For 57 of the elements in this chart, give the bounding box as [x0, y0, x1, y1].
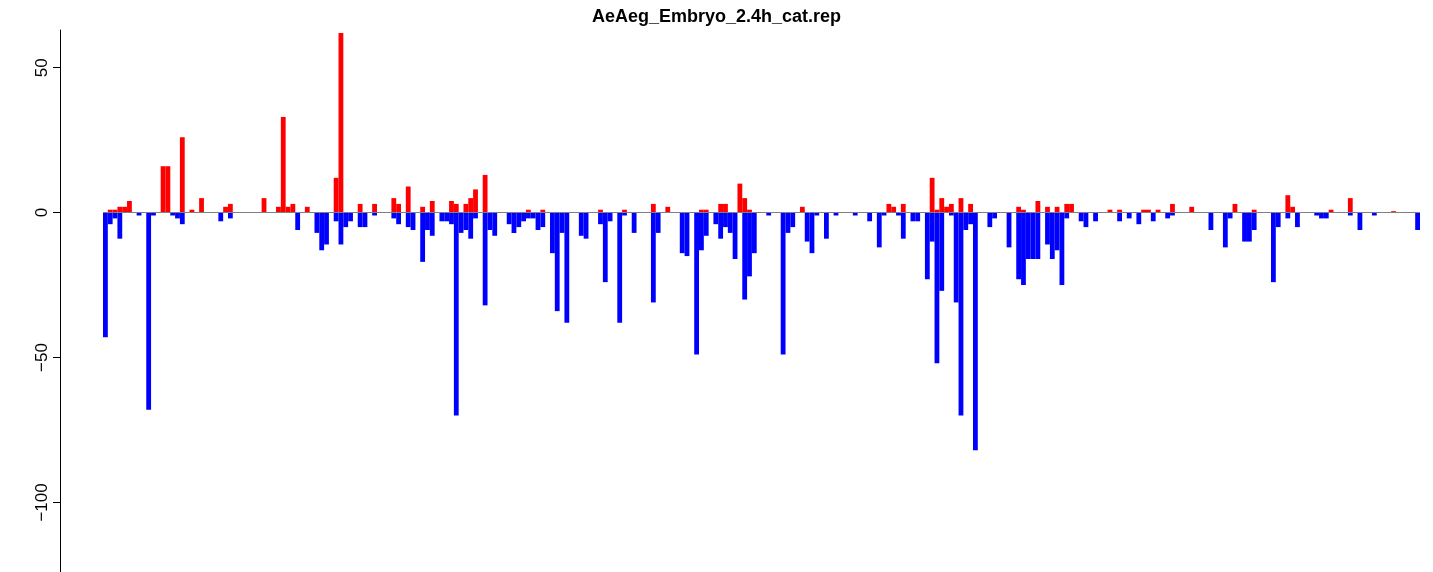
bar — [1295, 212, 1300, 228]
bar — [780, 212, 786, 355]
y-tick-label: 50 — [32, 58, 51, 78]
bar — [439, 212, 445, 222]
bar — [179, 212, 185, 225]
y-tick-label: −100 — [32, 483, 51, 522]
chart-title: AeAeg_Embryo_2.4h_cat.rep — [591, 6, 842, 26]
bar — [146, 212, 152, 410]
bar — [742, 212, 748, 300]
bar — [867, 212, 873, 222]
bar — [482, 212, 488, 306]
bar — [405, 212, 411, 228]
bar — [578, 212, 584, 236]
bar — [631, 212, 637, 233]
bar — [554, 212, 560, 312]
bar — [453, 212, 459, 416]
bar — [482, 174, 488, 213]
bar — [929, 177, 935, 213]
bar — [429, 201, 435, 213]
bar — [564, 212, 570, 323]
bar — [165, 166, 171, 213]
bar — [987, 212, 993, 228]
bar — [1093, 212, 1098, 222]
bar — [1415, 212, 1420, 230]
bar — [429, 212, 435, 236]
bar — [280, 116, 286, 213]
bar — [218, 212, 224, 222]
bar — [900, 212, 906, 239]
bar — [617, 212, 623, 323]
bar — [1035, 212, 1041, 259]
bar — [737, 183, 743, 213]
y-tick-label: −50 — [32, 343, 51, 372]
y-tick-label: 0 — [32, 207, 51, 218]
bar — [1347, 198, 1353, 213]
bar — [1150, 212, 1156, 222]
bar — [939, 198, 945, 213]
bar — [295, 212, 301, 230]
bar — [405, 186, 411, 213]
bar — [540, 212, 546, 228]
bar — [179, 137, 185, 213]
bar — [602, 212, 608, 283]
bar — [357, 212, 363, 228]
bar — [199, 198, 204, 213]
bar — [420, 212, 426, 262]
bar — [492, 212, 498, 236]
bar — [1136, 212, 1142, 225]
bar — [915, 212, 921, 222]
bar — [391, 198, 397, 213]
bar — [1035, 201, 1041, 213]
bar — [876, 212, 882, 248]
bar — [1285, 195, 1291, 213]
bar — [117, 212, 123, 239]
bar — [1117, 212, 1122, 222]
bar — [972, 212, 978, 451]
bar — [679, 212, 685, 254]
bar — [823, 212, 829, 239]
bar — [694, 212, 700, 355]
